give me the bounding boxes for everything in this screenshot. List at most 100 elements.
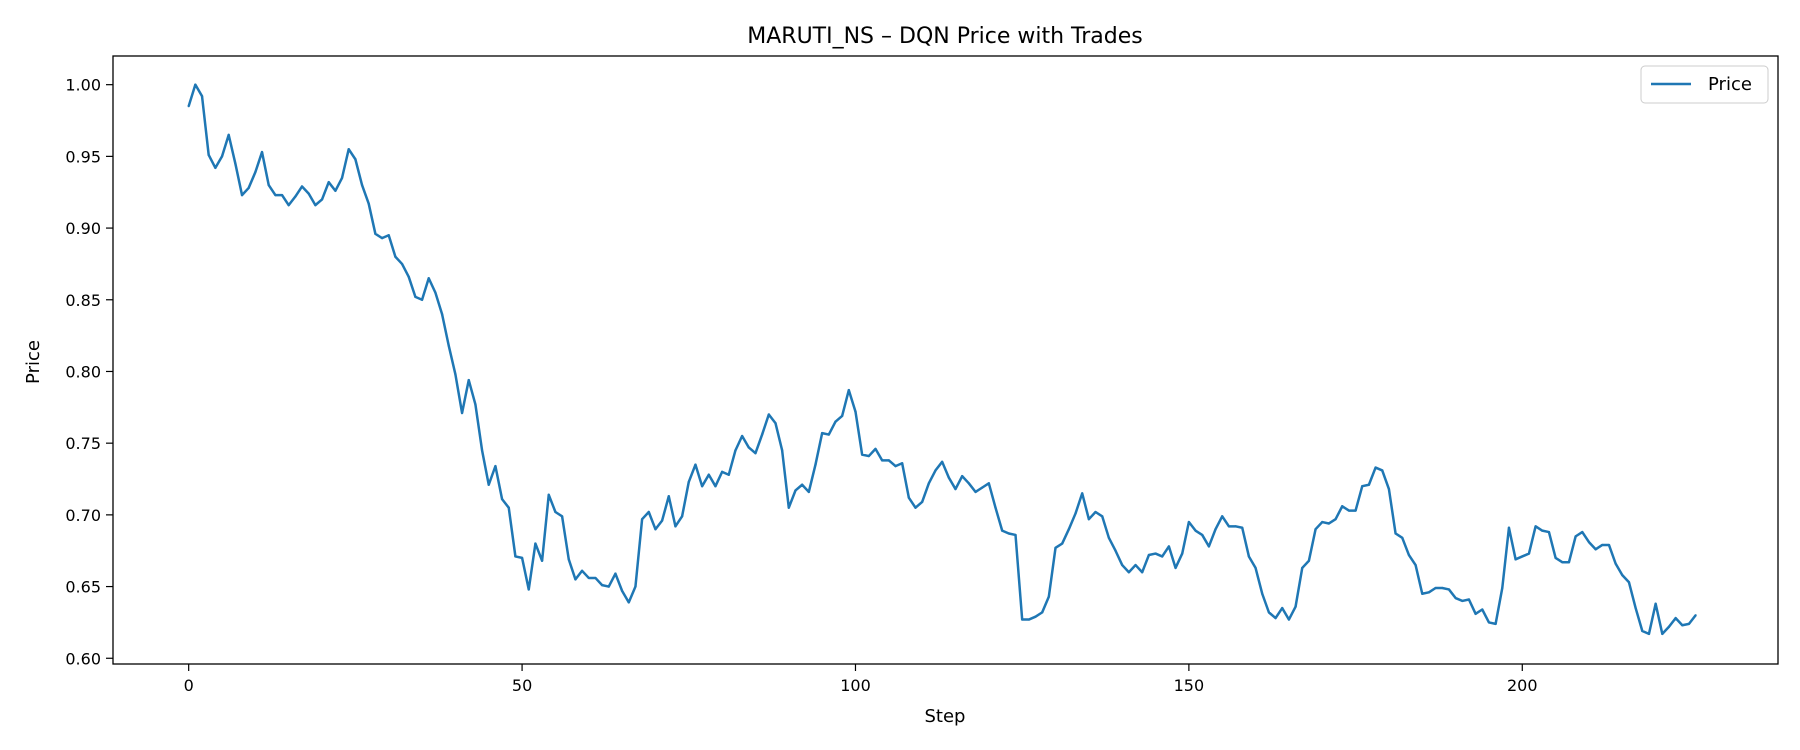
price-point — [1394, 532, 1397, 535]
price-point — [754, 452, 757, 455]
price-point — [1167, 545, 1170, 548]
price-point — [1541, 529, 1544, 532]
price-point — [1054, 546, 1057, 549]
price-point — [1647, 632, 1651, 635]
price-point — [647, 510, 650, 514]
price-point — [641, 518, 644, 521]
price-point — [1261, 592, 1264, 595]
price-point — [1581, 530, 1584, 534]
price-point — [614, 572, 617, 575]
price-point — [1221, 515, 1224, 518]
price-point — [1141, 571, 1144, 574]
price-point — [1347, 509, 1351, 512]
price-point — [687, 480, 690, 483]
price-point — [194, 83, 197, 86]
price-point — [1374, 466, 1377, 469]
price-point — [1441, 586, 1444, 590]
price-point — [534, 542, 537, 545]
price-point — [354, 158, 357, 161]
price-point — [400, 262, 404, 266]
price-point — [1654, 602, 1657, 605]
price-point — [814, 463, 817, 466]
price-point — [1587, 541, 1591, 544]
price-point — [580, 569, 584, 572]
price-point — [1127, 571, 1130, 574]
x-axis-label: Step — [925, 706, 966, 727]
price-point — [247, 186, 250, 190]
price-point — [1074, 512, 1077, 515]
price-point — [1301, 566, 1304, 570]
price-point — [527, 588, 530, 591]
price-point — [327, 181, 330, 184]
price-point — [734, 449, 737, 452]
price-point — [1567, 561, 1571, 564]
price-point — [1027, 618, 1030, 621]
y-tick-label: 0.80 — [65, 362, 101, 381]
price-point — [881, 459, 884, 462]
price-point — [214, 166, 217, 169]
price-point — [1407, 553, 1411, 557]
price-point — [1287, 618, 1290, 621]
price-point — [1414, 563, 1417, 567]
y-tick-label: 0.90 — [65, 219, 101, 238]
price-point — [607, 585, 610, 588]
price-point — [954, 487, 957, 491]
price-point — [861, 453, 864, 456]
price-point — [547, 493, 550, 496]
price-point — [1061, 542, 1064, 545]
price-point — [427, 277, 430, 280]
price-point — [934, 469, 937, 472]
price-point — [1461, 599, 1464, 603]
price-point — [454, 373, 457, 376]
price-point — [1041, 611, 1044, 614]
price-point — [601, 584, 604, 587]
price-point — [787, 506, 790, 509]
price-point — [1294, 605, 1297, 608]
price-point — [387, 234, 390, 237]
price-point — [1661, 632, 1664, 635]
x-tick-label: 100 — [840, 676, 871, 695]
price-point — [847, 389, 850, 392]
price-point — [280, 193, 284, 197]
price-point — [974, 490, 977, 494]
price-point — [634, 585, 637, 588]
price-point — [540, 559, 544, 562]
price-point — [747, 446, 750, 449]
price-point — [1427, 591, 1431, 594]
price-point — [347, 148, 350, 151]
price-point — [1234, 525, 1237, 528]
price-point — [300, 185, 304, 188]
price-point — [1107, 536, 1110, 539]
price-point — [447, 344, 450, 347]
price-point — [514, 555, 517, 558]
price-point — [554, 510, 557, 514]
price-point — [667, 495, 670, 498]
price-point — [887, 459, 890, 462]
price-point — [801, 483, 804, 486]
price-point — [440, 313, 444, 316]
price-point — [1641, 629, 1644, 633]
price-point — [741, 434, 744, 438]
price-point — [1014, 533, 1017, 537]
price-point — [1321, 520, 1324, 524]
y-tick-label: 0.65 — [65, 578, 101, 597]
price-point — [674, 525, 677, 528]
price-point — [394, 255, 397, 258]
price-point — [1067, 528, 1070, 531]
price-point — [794, 489, 797, 492]
price-point — [827, 433, 830, 436]
price-point — [1447, 588, 1451, 591]
price-point — [1607, 543, 1611, 547]
price-point — [1574, 535, 1577, 538]
price-point — [474, 403, 477, 406]
price-point — [1547, 530, 1551, 534]
price-point — [1314, 528, 1317, 531]
price-point — [921, 500, 924, 504]
price-point — [480, 449, 484, 452]
price-point — [567, 558, 570, 561]
price-point — [654, 528, 657, 531]
price-point — [1181, 552, 1184, 555]
price-point — [834, 420, 837, 423]
price-point — [374, 232, 377, 235]
